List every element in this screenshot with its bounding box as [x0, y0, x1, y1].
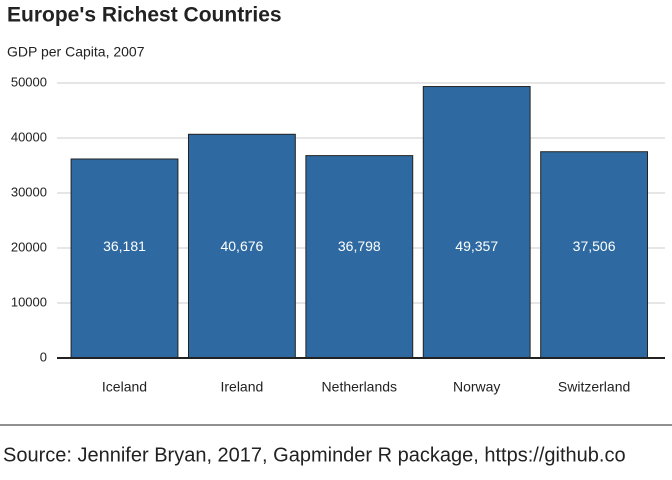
x-tick-label: Norway	[453, 379, 500, 395]
y-tick-label: 30000	[11, 184, 47, 199]
x-tick-label: Netherlands	[322, 379, 398, 395]
y-tick-label: 10000	[11, 294, 47, 309]
y-tick-label: 40000	[11, 129, 47, 144]
value-label: 36,181	[103, 238, 146, 254]
bar	[540, 151, 649, 359]
bar	[305, 155, 414, 359]
value-label: 36,798	[338, 238, 381, 254]
y-tick-label: 50000	[11, 74, 47, 89]
chart-subtitle: GDP per Capita, 2007	[7, 44, 145, 60]
value-label: 49,357	[455, 238, 498, 254]
x-tick-label: Iceland	[102, 379, 147, 395]
chart-title: Europe's Richest Countries	[7, 4, 282, 27]
source: Source: Jennifer Bryan, 2017, Gapminder …	[3, 444, 626, 466]
x-tick-label: Switzerland	[558, 379, 630, 395]
y-tick-label: 20000	[11, 239, 47, 254]
value-label: 40,676	[220, 238, 263, 254]
value-label: 37,506	[573, 238, 616, 254]
bar	[422, 86, 531, 359]
x-tick-label: Ireland	[220, 379, 263, 395]
bar	[70, 158, 179, 359]
y-tick-label: 0	[40, 349, 47, 364]
